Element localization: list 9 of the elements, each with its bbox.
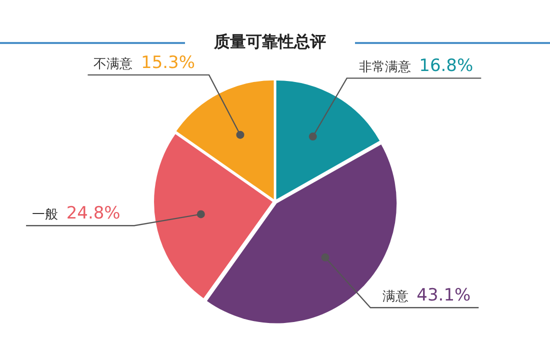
data-label: 24.8% [66, 204, 120, 224]
data-label: 15.3% [141, 52, 196, 73]
slice-label: 不满意 [94, 56, 133, 72]
slice-label: 满意 [382, 290, 408, 305]
slice-label: 非常满意 [358, 60, 411, 76]
chart-title: 质量可靠性总评 [212, 32, 327, 53]
data-label: 16.8% [419, 56, 474, 76]
data-label: 43.1% [416, 286, 471, 306]
slice-label: 一般 [32, 207, 58, 222]
